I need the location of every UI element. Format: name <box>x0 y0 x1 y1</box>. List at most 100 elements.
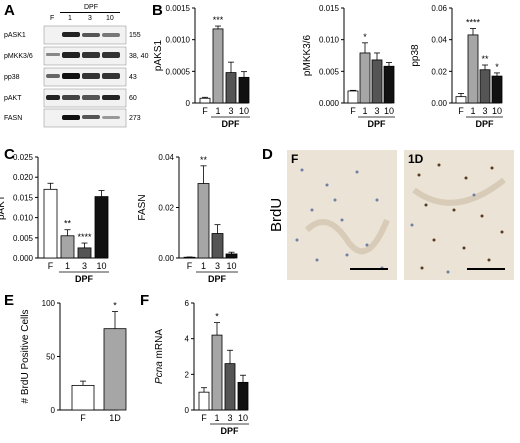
pask1-bar <box>212 28 224 104</box>
brdu-y-label: # BrdU Positive Cells <box>20 310 31 404</box>
lane-label-1: 1 <box>68 15 72 22</box>
wb-label-pmkk36: pMKK3/6 <box>4 53 33 60</box>
pmkk36-x-tick-label: 3 <box>374 106 379 116</box>
pask1-x-tick-label: 10 <box>239 106 249 116</box>
band <box>102 52 120 58</box>
pp38-x-tick-label: 3 <box>482 106 487 116</box>
pp38-x-tick-label: 10 <box>492 106 502 116</box>
pask1-y-tick-label: 0.0015 <box>166 4 191 13</box>
fasn-x-tick-label: 1 <box>201 261 206 271</box>
pakt-x-tick-label: 1 <box>65 261 70 271</box>
brdu-x-tick-label: 1D <box>109 413 121 423</box>
fasn-bar <box>197 183 210 259</box>
pp38-x-tick-label: F <box>458 106 464 116</box>
pask1-x-tick-label: 3 <box>228 106 233 116</box>
pakt-y-label: pAKT <box>0 195 7 220</box>
pakt-sig-label: **** <box>77 232 92 242</box>
pakt-y-tick-label: 0.025 <box>13 153 34 162</box>
wb-label-pask1: pASK1 <box>4 32 26 39</box>
pask1-x-label: DPF <box>222 119 241 129</box>
fasn-y-tick-label: 0.02 <box>158 204 174 213</box>
panel-letter-c: C <box>4 146 15 163</box>
pask1-y-tick-label: 0.0005 <box>166 67 191 76</box>
brdu-bar <box>103 328 127 411</box>
wb-size-pp38: 43 <box>129 74 137 81</box>
pask1-x-tick-label: F <box>202 106 208 116</box>
pp38-y-tick-label: 0.02 <box>431 67 447 76</box>
wb-size-fasn: 273 <box>129 115 141 122</box>
brdu-x-tick-label: F <box>80 413 86 423</box>
pcna-y-tick-label: 0 <box>185 406 190 415</box>
pakt-bar <box>60 235 75 259</box>
pakt-bar <box>43 188 58 259</box>
panel-letter-b: B <box>152 2 163 19</box>
pask1-bar <box>199 97 211 104</box>
scalebar-f <box>350 268 388 270</box>
pcna-x-tick-label: 3 <box>227 413 232 423</box>
pask1-x-tick-label: 1 <box>215 106 220 116</box>
pcna-y-label: Pcna mRNA <box>154 329 165 384</box>
band <box>102 73 120 79</box>
lane-label-10: 10 <box>106 15 114 22</box>
band <box>62 115 80 120</box>
micrograph-1d-texture <box>404 150 514 280</box>
band <box>62 95 80 100</box>
fasn-bar <box>211 233 224 259</box>
pmkk36-x-label: DPF <box>368 119 387 129</box>
pask1-y-label: pAKS1 <box>153 39 164 71</box>
pp38-y-tick-label: 0.06 <box>431 4 447 13</box>
pcna-y-tick-label: 6 <box>185 299 190 308</box>
wb-label-fasn: FASN <box>4 115 23 122</box>
pmkk36-bar <box>383 65 395 104</box>
brdu-ylabel: BrdU <box>268 197 285 232</box>
western-header: DPF <box>84 4 98 11</box>
fasn-x-tick-label: 3 <box>215 261 220 271</box>
wb-size-pmkk36: 38, 40 <box>129 53 149 60</box>
micrograph-f <box>287 150 397 280</box>
panel-letter-d: D <box>262 146 273 163</box>
pcna-bar <box>237 381 249 411</box>
pmkk36-y-tick-label: 0.015 <box>319 4 340 13</box>
pcna-x-tick-label: F <box>201 413 207 423</box>
panel-letter-f: F <box>140 292 150 309</box>
pmkk36-x-tick-label: F <box>350 106 356 116</box>
pp38-bar <box>455 96 467 104</box>
band <box>46 95 60 100</box>
pask1-y-tick-label: 0.0010 <box>166 36 191 45</box>
pcna-y-tick-label: 4 <box>185 335 190 344</box>
pcna-bar <box>198 391 210 411</box>
pcna-y-tick-label: 2 <box>185 370 190 379</box>
pmkk36-x-tick-label: 10 <box>384 106 394 116</box>
micrograph-1d <box>404 150 514 280</box>
pakt-bar <box>94 196 109 259</box>
pakt-x-tick-label: 10 <box>96 261 106 271</box>
pp38-y-tick-label: 0.04 <box>431 36 447 45</box>
pmkk36-bar <box>371 59 383 104</box>
band <box>46 74 60 78</box>
pask1-sig-label: *** <box>213 15 224 25</box>
pmkk36-y-tick-label: 0.005 <box>319 67 340 76</box>
band <box>82 33 100 37</box>
panel-letter-e: E <box>4 292 15 309</box>
brdu-y-tick-label: 50 <box>46 353 55 362</box>
pp38-x-tick-label: 1 <box>470 106 475 116</box>
fasn-y-tick-label: 0.04 <box>158 153 174 162</box>
lane-label-f: F <box>50 15 55 22</box>
pcna-x-tick-label: 10 <box>238 413 248 423</box>
pcna-bar <box>211 334 223 411</box>
wb-size-pakt: 60 <box>129 95 137 102</box>
pakt-y-tick-label: 0.020 <box>13 173 34 182</box>
brdu-y-tick-label: 0 <box>51 406 56 415</box>
band <box>82 73 100 79</box>
pakt-x-label: DPF <box>75 274 94 284</box>
wb-size-pask1: 155 <box>129 32 141 39</box>
fasn-x-tick-label: 10 <box>226 261 236 271</box>
pmkk36-y-label: pMKK3/6 <box>302 34 313 76</box>
pask1-y-tick-label: 0 <box>186 99 191 108</box>
band <box>102 116 120 119</box>
fasn-y-tick-label: 0.00 <box>158 254 174 263</box>
pmkk36-sig-label: * <box>363 32 367 42</box>
band <box>82 115 100 119</box>
